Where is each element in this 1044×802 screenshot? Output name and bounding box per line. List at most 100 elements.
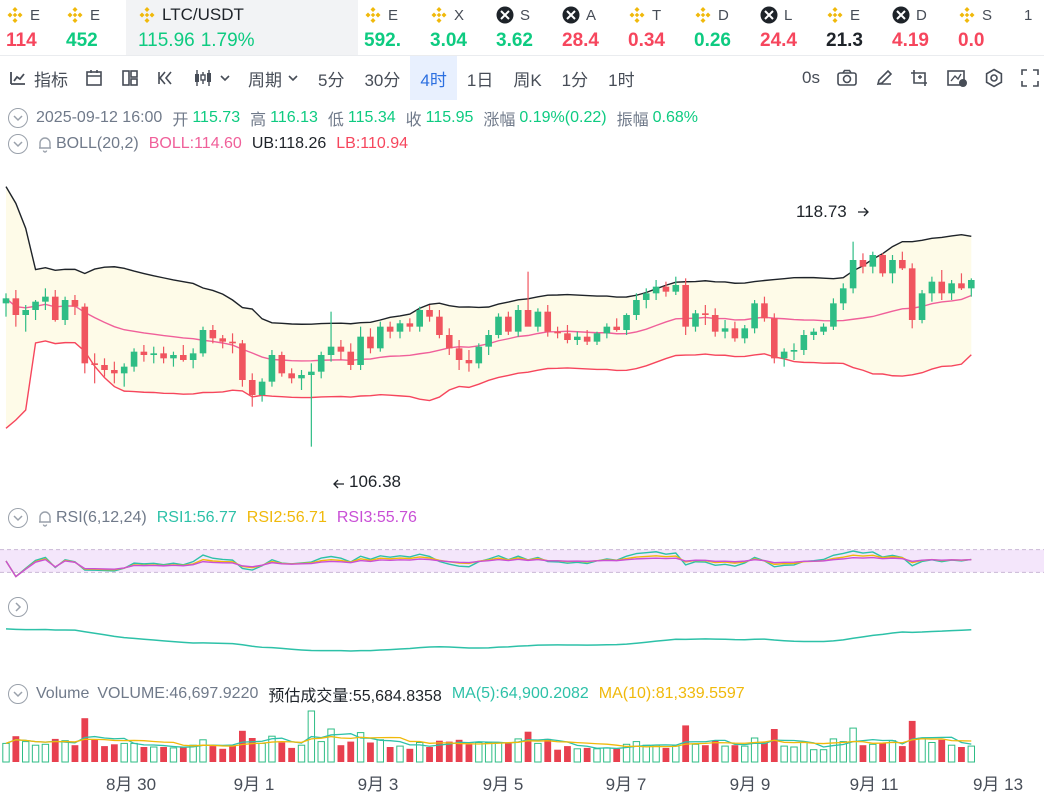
candle-body [278, 355, 286, 374]
interval-tab[interactable]: 30分 [364, 70, 401, 90]
chart-type-dropdown[interactable] [184, 56, 240, 100]
ticker-item[interactable]: E 592. [358, 0, 424, 55]
ticker-item[interactable]: E 452 [60, 0, 126, 55]
boll-band [5, 186, 972, 429]
ticker-item[interactable]: A 28.4 [556, 0, 622, 55]
draw-button[interactable] [866, 56, 902, 100]
ticker-item[interactable]: D 4.19 [886, 0, 952, 55]
indicator-pane-toggle [8, 597, 36, 617]
calendar-button[interactable] [76, 56, 112, 100]
rsi2-value: RSI2:56.71 [246, 509, 327, 526]
ticker-item[interactable]: L 24.4 [754, 0, 820, 55]
ticker-price: 21.3 [826, 30, 863, 51]
token-icon [892, 6, 910, 24]
indicators-button[interactable]: 指标 [0, 56, 76, 100]
collapse-toggle[interactable] [8, 508, 28, 528]
candle-body [574, 336, 581, 340]
candle-body [505, 316, 512, 332]
bell-icon[interactable] [36, 509, 54, 527]
ticker-item[interactable]: S 3.62 [490, 0, 556, 55]
ticker-price: 115.96 [138, 30, 195, 51]
volume-bar [869, 743, 877, 763]
ticker-item[interactable]: D 0.26 [688, 0, 754, 55]
candle-body [514, 310, 522, 332]
boll-mid-value: BOLL:114.60 [148, 135, 242, 152]
ticker-item[interactable]: S 0.0 [952, 0, 1018, 55]
volume-bar [879, 743, 887, 762]
volume-bar [819, 749, 828, 763]
ticker-price: 592. [364, 30, 401, 51]
rsi-pane [0, 549, 1044, 578]
candle-body [623, 315, 630, 330]
high-price-annotation: 118.73 [796, 202, 847, 221]
bell-icon[interactable] [36, 135, 54, 153]
ticker-symbol: E [850, 6, 861, 24]
ticker-price: 452 [66, 30, 98, 51]
crop-button[interactable] [902, 56, 938, 100]
candle-body [465, 360, 473, 364]
expand-toggle[interactable] [8, 597, 28, 617]
collapse-toggle[interactable] [8, 684, 28, 704]
ticker-item[interactable]: E 21.3 [820, 0, 886, 55]
ticker-symbol: E [30, 6, 41, 24]
settings-button[interactable] [976, 56, 1012, 100]
volume-bar [297, 744, 306, 763]
ticker-item[interactable]: 1 [1018, 0, 1044, 55]
volume-bar [356, 732, 365, 763]
candle-body [71, 300, 79, 307]
volume-bar [632, 741, 641, 763]
volume-bar [2, 742, 10, 763]
volume-bar [179, 747, 187, 762]
volume-bar [662, 747, 670, 762]
chevron-down-icon [13, 115, 23, 122]
candle-body [140, 351, 148, 355]
change-label: 涨幅 [483, 112, 516, 129]
volume-bar [258, 742, 266, 763]
ticker-item[interactable]: T 0.34 [622, 0, 688, 55]
ticker-item[interactable]: LTC/USDT 115.96 1.79% [126, 0, 358, 55]
candle-body [938, 281, 946, 294]
volume-bar [534, 742, 542, 763]
close-label: 收 [405, 112, 422, 129]
chevron-down-icon [13, 141, 23, 148]
replay-button[interactable] [148, 56, 184, 100]
volume-bar [367, 742, 374, 762]
volume-name: Volume [36, 685, 90, 702]
low-price-annotation: 106.38 [349, 472, 401, 491]
collapse-toggle[interactable] [8, 134, 28, 154]
layout-button[interactable] [112, 56, 148, 100]
binance-coin-icon [138, 6, 156, 24]
candle-body [790, 350, 798, 352]
template-button[interactable] [938, 56, 976, 100]
boll-name: BOLL(20,2) [56, 135, 139, 152]
volume-bar [209, 746, 217, 762]
volume-bar [731, 745, 739, 762]
volume-bar [41, 743, 50, 763]
volume-bar [120, 742, 128, 763]
interval-tab[interactable]: 5分 [318, 70, 345, 90]
collapse-toggle[interactable] [8, 108, 28, 128]
volume-bar [436, 740, 443, 762]
interval-tab[interactable]: 1分 [561, 70, 589, 90]
ticker-item[interactable]: E 114 [0, 0, 60, 55]
x-axis: 8月 30 9月 1 9月 3 9月 5 9月 7 9月 9 9月 11 9月 13 [106, 775, 1023, 794]
volume-bar [307, 710, 316, 763]
interval-tab[interactable]: 1日 [466, 70, 494, 90]
volume-bar [859, 745, 867, 762]
fullscreen-button[interactable] [1012, 56, 1044, 100]
ticker-item[interactable]: X 3.04 [424, 0, 490, 55]
interval-tab[interactable]: 4时 [410, 56, 457, 100]
candle-body [721, 328, 729, 332]
period-dropdown[interactable]: 周期 [240, 56, 308, 100]
rsi1-line [5, 550, 972, 578]
interval-tab[interactable]: 1时 [608, 70, 635, 90]
rsi-band [0, 549, 1044, 573]
interval-tab[interactable]: 周K [513, 70, 542, 90]
candle-body [91, 363, 98, 365]
volume-bar [22, 741, 30, 763]
ticker-symbol: E [90, 6, 101, 24]
candle-body [32, 301, 39, 310]
layout-icon [122, 70, 138, 86]
volume-bar [406, 748, 414, 762]
screenshot-button[interactable] [828, 56, 866, 100]
